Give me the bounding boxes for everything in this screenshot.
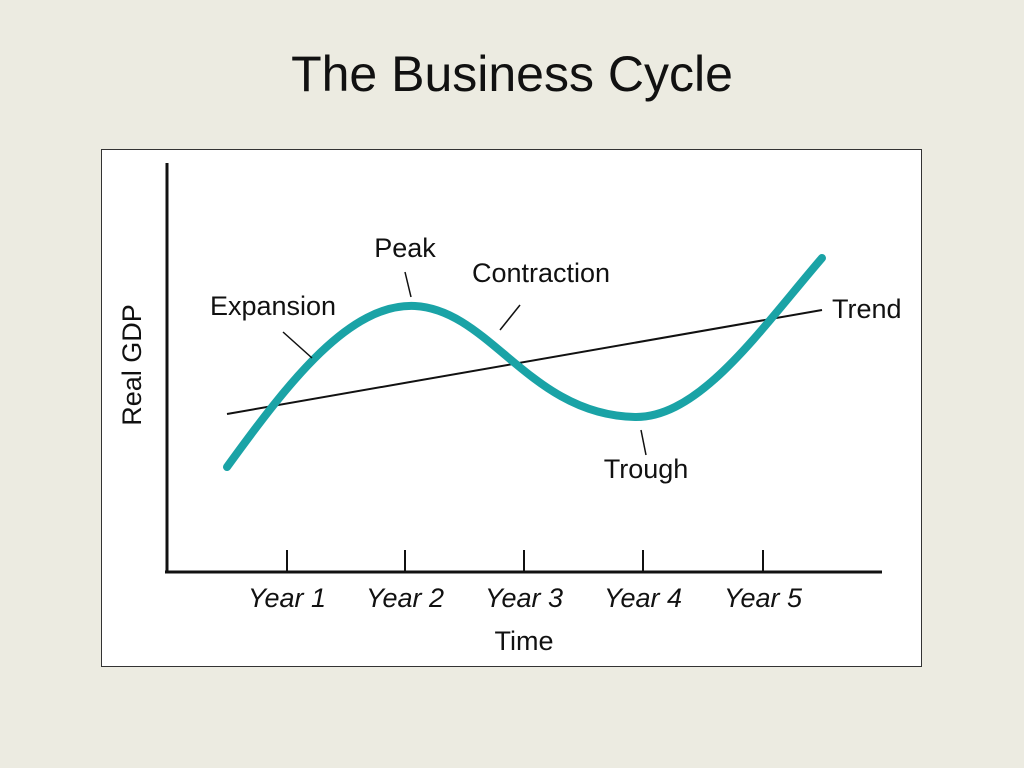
annotation: Peak: [374, 233, 436, 263]
y-axis-title: Real GDP: [117, 304, 147, 426]
business-cycle-curve: [223, 254, 826, 471]
x-label: Year 1: [248, 583, 326, 613]
x-label: Year 5: [724, 583, 803, 613]
x-axis-title: Time: [495, 626, 554, 656]
trend-line: [226, 309, 823, 415]
leader-line: [640, 429, 647, 456]
leader-line: [282, 331, 313, 359]
x-ticks: [286, 550, 764, 572]
x-label: Year 2: [366, 583, 444, 613]
annotation: Contraction: [472, 258, 610, 288]
leader-line: [404, 271, 412, 298]
x-label: Year 3: [485, 583, 563, 613]
x-label: Year 4: [604, 583, 682, 613]
leaders: [282, 271, 647, 456]
leader-line: [499, 304, 521, 331]
annotation: Expansion: [210, 291, 336, 321]
slide-title: The Business Cycle: [291, 46, 733, 102]
annotation: Trend: [832, 294, 902, 324]
annotation: Trough: [604, 454, 689, 484]
diagram-frame: [101, 149, 922, 667]
